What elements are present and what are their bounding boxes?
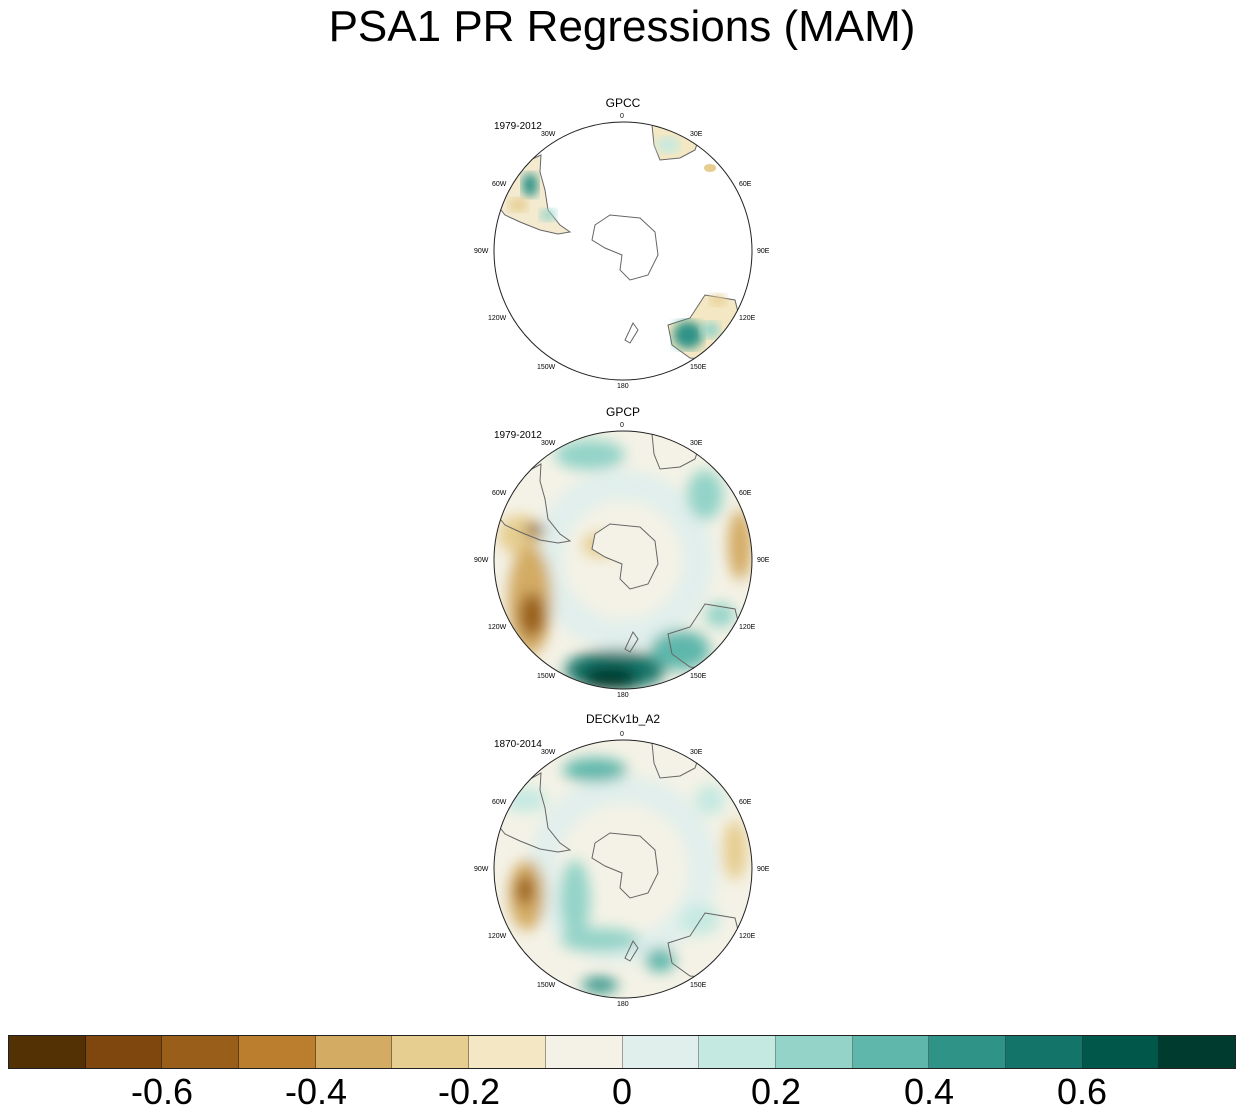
lon-label-120e: 120E — [739, 624, 756, 631]
lon-label-150e: 150E — [690, 673, 707, 680]
colorbar-tick: -0.6 — [130, 1071, 194, 1112]
polar-map-deckv1b-a2 — [493, 739, 753, 999]
colorbar — [8, 1035, 1236, 1069]
lon-label-60e: 60E — [739, 490, 752, 497]
lon-label-90w: 90W — [474, 557, 489, 564]
colorbar-swatch — [775, 1036, 853, 1068]
lon-label-0: 0 — [620, 422, 624, 429]
lon-label-60e: 60E — [739, 181, 752, 188]
polar-map-gpcp — [493, 430, 753, 690]
lon-label-180: 180 — [617, 1001, 629, 1008]
colorbar-swatch — [1082, 1036, 1160, 1068]
lon-label-60w: 60W — [492, 799, 507, 806]
colorbar-tick: 0 — [611, 1071, 633, 1112]
colorbar-swatch — [622, 1036, 700, 1068]
lon-label-30e: 30E — [690, 440, 703, 447]
lon-label-30w: 30W — [541, 749, 556, 756]
period-label-deckv1b-a2: 1870-2014 — [494, 739, 542, 750]
new-zealand-outline — [624, 631, 639, 653]
lon-label-180: 180 — [617, 692, 629, 699]
lon-label-150w: 150W — [537, 982, 556, 989]
lon-label-90w: 90W — [474, 248, 489, 255]
lon-label-180: 180 — [617, 383, 629, 390]
lon-label-120w: 120W — [488, 624, 507, 631]
polar-map-gpcc — [493, 121, 753, 381]
lon-label-120w: 120W — [488, 315, 507, 322]
colorbar-swatch — [852, 1036, 930, 1068]
lon-label-60e: 60E — [739, 799, 752, 806]
lon-label-90e: 90E — [757, 866, 770, 873]
colorbar-tick: -0.2 — [437, 1071, 501, 1112]
lon-label-150e: 150E — [690, 982, 707, 989]
lon-label-150w: 150W — [537, 673, 556, 680]
colorbar-tick: -0.4 — [284, 1071, 348, 1112]
colorbar-swatch — [9, 1036, 86, 1068]
antarctica-outline — [591, 523, 659, 590]
colorbar-swatch — [929, 1036, 1006, 1068]
lon-label-120e: 120E — [739, 315, 756, 322]
colorbar-swatch — [239, 1036, 316, 1068]
lon-label-60w: 60W — [492, 490, 507, 497]
panel-title-deckv1b-a2: DECKv1b_A2 — [585, 712, 661, 726]
lon-label-90e: 90E — [757, 248, 770, 255]
colorbar-swatch — [699, 1036, 776, 1068]
colorbar-swatch — [1005, 1036, 1083, 1068]
panel-title-gpcp: GPCP — [605, 405, 640, 419]
antarctica-outline — [591, 832, 659, 899]
lon-label-30w: 30W — [541, 131, 556, 138]
colorbar-tick: 0.2 — [750, 1071, 802, 1112]
lon-label-120w: 120W — [488, 933, 507, 940]
lon-label-120e: 120E — [739, 933, 756, 940]
colorbar-swatch — [469, 1036, 546, 1068]
lon-label-60w: 60W — [492, 181, 507, 188]
lon-label-0: 0 — [620, 113, 624, 120]
period-label-gpcc: 1979-2012 — [494, 121, 542, 132]
new-zealand-outline — [624, 322, 639, 344]
colorbar-swatch — [392, 1036, 470, 1068]
lon-label-30e: 30E — [690, 131, 703, 138]
colorbar-swatch — [162, 1036, 240, 1068]
lon-label-90e: 90E — [757, 557, 770, 564]
lon-label-90w: 90W — [474, 866, 489, 873]
lon-label-0: 0 — [620, 731, 624, 738]
lon-label-150w: 150W — [537, 364, 556, 371]
lon-label-30e: 30E — [690, 749, 703, 756]
new-zealand-outline — [624, 940, 639, 962]
colorbar-tick: 0.6 — [1056, 1071, 1108, 1112]
colorbar-swatch — [1159, 1036, 1235, 1068]
colorbar-swatch — [85, 1036, 163, 1068]
colorbar-tick: 0.4 — [903, 1071, 955, 1112]
panel-title-gpcc: GPCC — [605, 96, 641, 110]
period-label-gpcp: 1979-2012 — [494, 430, 542, 441]
lon-label-150e: 150E — [690, 364, 707, 371]
colorbar-swatch — [545, 1036, 623, 1068]
main-title: PSA1 PR Regressions (MAM) — [328, 2, 916, 51]
antarctica-outline — [591, 214, 659, 281]
colorbar-swatch — [315, 1036, 393, 1068]
lon-label-30w: 30W — [541, 440, 556, 447]
